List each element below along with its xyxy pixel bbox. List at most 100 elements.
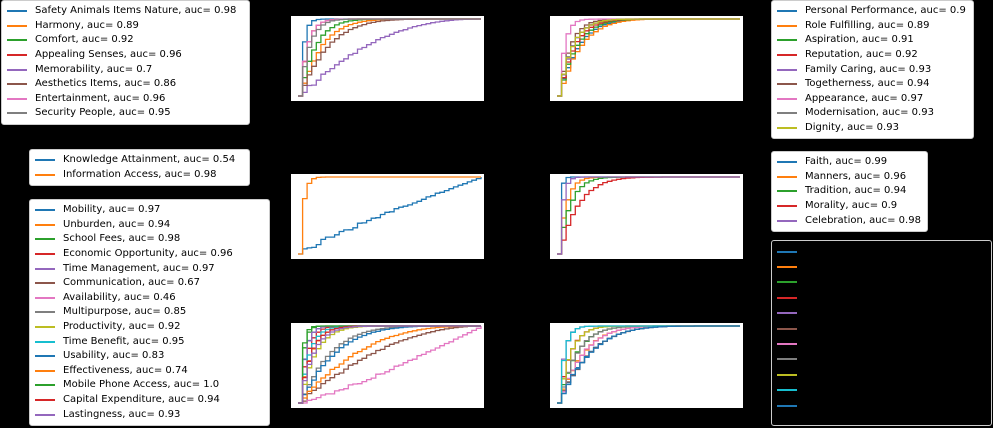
legend-item: Knowledge Attainment, auc= 0.54 (35, 153, 244, 168)
roc-curve-series-4 (557, 325, 740, 404)
legend-bottom-right (771, 240, 992, 426)
legend-item: School Fees, auc= 0.98 (35, 232, 264, 247)
roc-curve-series-3 (557, 325, 740, 404)
legend-item: Role Fulfilling, auc= 0.89 (777, 19, 968, 34)
legend-item: Appearance, auc= 0.97 (777, 92, 968, 107)
roc-panel-middle-right (549, 173, 744, 260)
legend-item: Entertainment, auc= 0.96 (7, 92, 244, 107)
legend-swatch (777, 97, 797, 100)
legend-item (777, 398, 986, 413)
roc-curve-series-10 (557, 325, 740, 404)
legend-swatch (35, 209, 55, 212)
legend-swatch (35, 223, 55, 226)
legend-swatch (7, 112, 27, 115)
roc-curve-series-8 (557, 18, 740, 97)
legend-swatch (35, 326, 55, 329)
roc-curve-series-4 (557, 176, 740, 255)
roc-curve-series-5 (557, 325, 740, 404)
legend-swatch (777, 327, 797, 330)
legend-top-right: Personal Performance, auc= 0.9 Role Fulf… (771, 0, 974, 140)
legend-item: Information Access, auc= 0.98 (35, 168, 244, 183)
legend-item (777, 352, 986, 367)
legend-item: Modernisation, auc= 0.93 (777, 106, 968, 121)
legend-item: Availability, auc= 0.46 (35, 291, 264, 306)
legend-item (777, 275, 986, 290)
roc-curve-series-4 (298, 18, 481, 97)
roc-panel-top-right (549, 15, 744, 102)
legend-swatch (7, 54, 27, 57)
legend-item: Appealing Senses, auc= 0.96 (7, 48, 244, 63)
axes-frame (290, 15, 485, 102)
roc-curve-series-0 (557, 176, 740, 255)
legend-swatch (777, 83, 797, 86)
legend-swatch (35, 369, 55, 372)
roc-curve-series-1 (557, 176, 740, 255)
legend-middle-left: Knowledge Attainment, auc= 0.54 Informat… (29, 149, 250, 187)
roc-panel-bottom-right (549, 322, 744, 409)
roc-curve-series-0 (298, 177, 482, 255)
legend-swatch (35, 384, 55, 387)
legend-swatch (777, 296, 797, 299)
legend-item (777, 306, 986, 321)
legend-item: Mobile Phone Access, auc= 1.0 (35, 378, 264, 393)
legend-swatch (777, 358, 797, 361)
legend-swatch (35, 340, 55, 343)
legend-item: Tradition, auc= 0.94 (777, 184, 922, 199)
legend-swatch (777, 281, 797, 284)
legend-swatch (7, 39, 27, 42)
legend-swatch (777, 312, 797, 315)
legend-item (777, 244, 986, 259)
legend-swatch (777, 373, 797, 376)
legend-swatch (777, 190, 797, 193)
legend-bottom-left: Mobility, auc= 0.97 Unburden, auc= 0.94 … (29, 199, 270, 426)
legend-swatch (777, 175, 797, 178)
legend-swatch (35, 267, 55, 270)
legend-item: Aspiration, auc= 0.91 (777, 33, 968, 48)
legend-item: Reputation, auc= 0.92 (777, 48, 968, 63)
legend-swatch (7, 24, 27, 27)
legend-item: Faith, auc= 0.99 (777, 155, 922, 170)
legend-item: Time Benefit, auc= 0.95 (35, 334, 264, 349)
roc-curve-series-6 (298, 326, 482, 404)
legend-swatch (777, 219, 797, 222)
roc-curve-series-1 (557, 325, 740, 404)
legend-item: Manners, auc= 0.96 (777, 170, 922, 185)
legend-item: Economic Opportunity, auc= 0.96 (35, 247, 264, 262)
roc-curve-series-9 (557, 325, 740, 404)
legend-item (777, 259, 986, 274)
roc-curve-series-11 (298, 325, 481, 404)
legend-swatch (777, 68, 797, 71)
roc-curve-series-8 (557, 325, 740, 404)
roc-curve-series-2 (298, 18, 481, 97)
legend-top-left: Safety Animals Items Nature, auc= 0.98 H… (1, 0, 250, 125)
legend-item (777, 336, 986, 351)
legend-item (777, 290, 986, 305)
roc-curve-series-6 (557, 325, 740, 404)
legend-swatch (777, 343, 797, 346)
legend-swatch (35, 159, 55, 162)
roc-curve-series-2 (557, 325, 740, 404)
legend-item: Multipurpose, auc= 0.85 (35, 305, 264, 320)
legend-item (777, 383, 986, 398)
axes-frame (549, 322, 744, 409)
legend-item: Effectiveness, auc= 0.74 (35, 364, 264, 379)
roc-curve-series-0 (557, 325, 740, 404)
legend-item: Harmony, auc= 0.89 (7, 19, 244, 34)
legend-item: Usability, auc= 0.83 (35, 349, 264, 364)
legend-middle-right: Faith, auc= 0.99 Manners, auc= 0.96 Trad… (771, 151, 928, 232)
roc-curve-series-2 (557, 176, 740, 255)
legend-item: Memorability, auc= 0.7 (7, 62, 244, 77)
legend-item: Unburden, auc= 0.94 (35, 218, 264, 233)
legend-swatch (35, 282, 55, 285)
legend-item: Lastingness, auc= 0.93 (35, 407, 264, 422)
legend-swatch (35, 355, 55, 358)
legend-swatch (35, 253, 55, 256)
legend-item: Security People, auc= 0.95 (7, 106, 244, 121)
legend-item (777, 321, 986, 336)
roc-curve-series-1 (298, 176, 481, 255)
legend-item: Time Management, auc= 0.97 (35, 261, 264, 276)
legend-swatch (35, 311, 55, 314)
legend-item: Comfort, auc= 0.92 (7, 33, 244, 48)
legend-swatch (777, 404, 797, 407)
